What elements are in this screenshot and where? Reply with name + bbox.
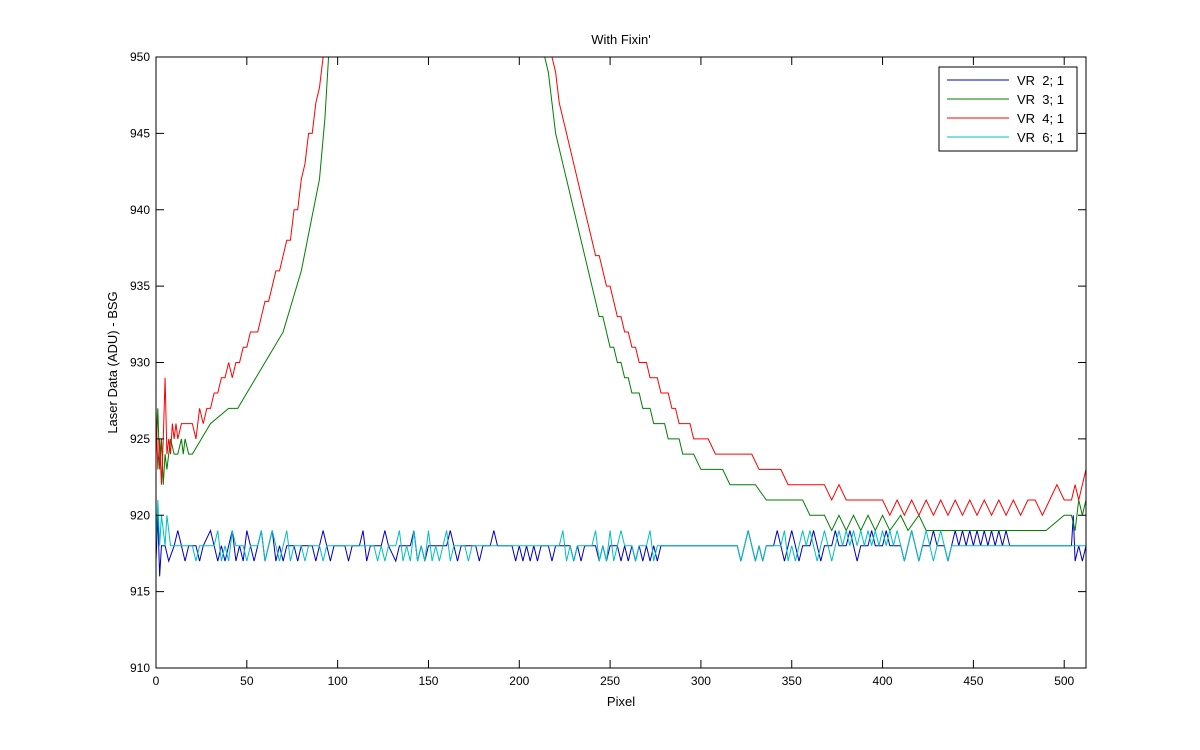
y-tick-label: 910: [130, 661, 150, 675]
x-tick-label: 200: [509, 674, 529, 688]
y-tick-label: 915: [130, 585, 150, 599]
x-tick-label: 0: [153, 674, 160, 688]
y-tick-label: 925: [130, 432, 150, 446]
y-tick-label: 945: [130, 126, 150, 140]
y-axis-label: Laser Data (ADU) - BSG: [105, 291, 120, 433]
x-tick-label: 100: [328, 674, 348, 688]
y-tick-label: 935: [130, 279, 150, 293]
y-tick-label: 920: [130, 508, 150, 522]
x-tick-label: 250: [600, 674, 620, 688]
legend: VR 2; 1 VR 3; 1 VR 4; 1 VR 6; 1: [939, 67, 1077, 151]
x-tick-label: 150: [418, 674, 438, 688]
chart-title: With Fixin': [591, 32, 651, 47]
y-tick-label: 940: [130, 203, 150, 217]
x-tick-label: 400: [873, 674, 893, 688]
y-tick-label: 950: [130, 50, 150, 64]
x-tick-label: 350: [782, 674, 802, 688]
y-tick-label: 930: [130, 356, 150, 370]
x-tick-label: 450: [963, 674, 983, 688]
legend-label: VR 6; 1: [1017, 130, 1064, 145]
legend-label: VR 3; 1: [1017, 92, 1064, 107]
legend-label: VR 4; 1: [1017, 111, 1064, 126]
legend-label: VR 2; 1: [1017, 73, 1064, 88]
x-tick-label: 300: [691, 674, 711, 688]
x-tick-label: 50: [240, 674, 254, 688]
x-axis-label: Pixel: [607, 694, 635, 709]
x-tick-label: 500: [1054, 674, 1074, 688]
